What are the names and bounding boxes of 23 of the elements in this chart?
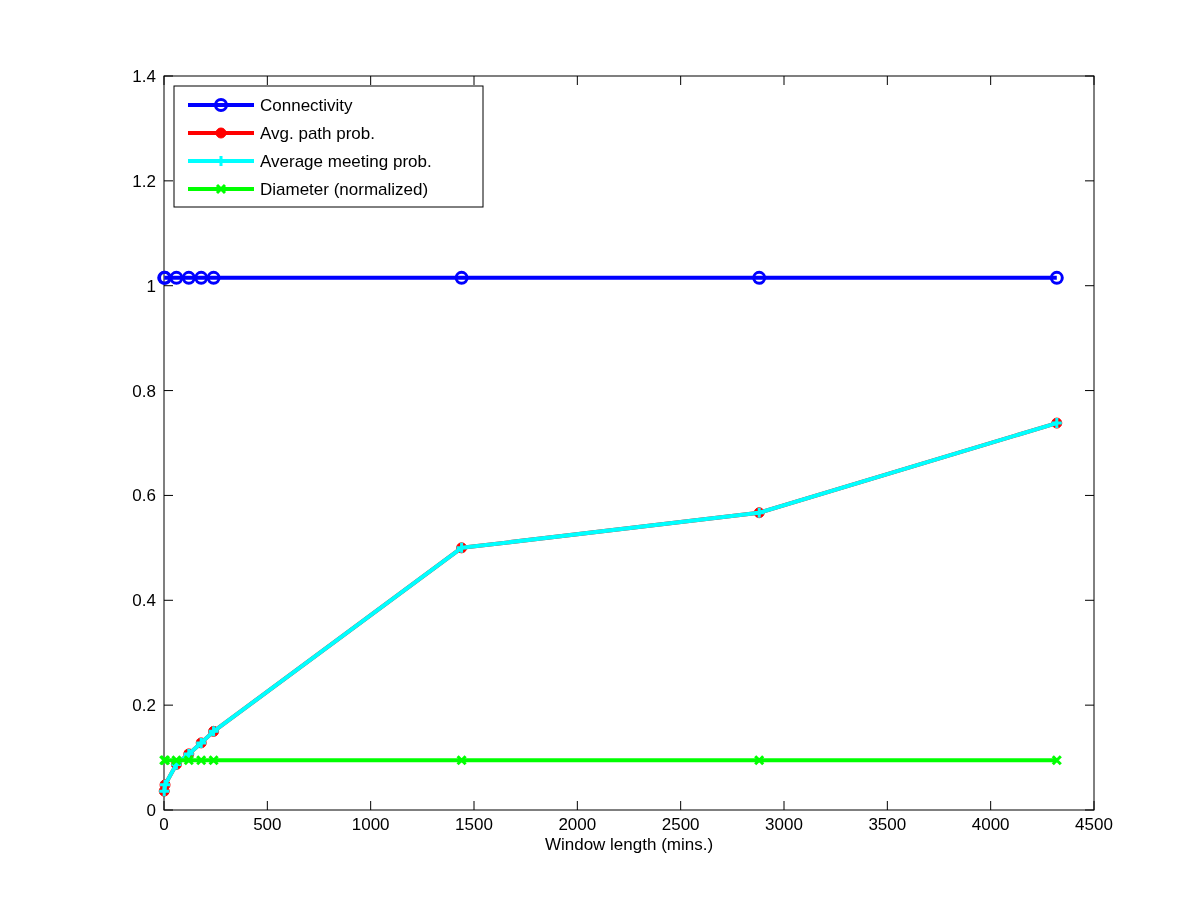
x-tick-label: 4500: [1075, 815, 1113, 834]
legend-label: Avg. path prob.: [260, 124, 375, 143]
y-tick-label: 0: [146, 801, 156, 820]
legend-label: Diameter (normalized): [260, 180, 429, 199]
x-tick-label: 500: [253, 815, 282, 834]
x-tick-label: 2500: [661, 815, 700, 834]
x-tick-label: 3000: [765, 815, 803, 834]
legend-label: Connectivity: [260, 96, 354, 115]
y-tick-label: 0.4: [132, 591, 156, 611]
y-tick-label: 1.2: [132, 171, 156, 191]
y-tick-label: 0.2: [132, 696, 156, 716]
y-tick-label: 0.6: [132, 486, 156, 506]
y-tick-label: 1.4: [132, 67, 156, 86]
x-tick-label: 3500: [868, 815, 907, 834]
x-axis-title: Window length (mins.): [544, 835, 714, 854]
y-tick-label: 0.8: [132, 381, 156, 401]
legend-label: Average meeting prob.: [260, 152, 432, 171]
x-tick-label: 1500: [455, 815, 493, 834]
x-tick-label: 1000: [351, 815, 390, 834]
x-tick-label: 4000: [971, 815, 1010, 834]
x-tick-label: 0: [159, 815, 169, 834]
y-tick-label: 1: [146, 276, 156, 296]
x-tick-label: 2000: [558, 815, 597, 834]
